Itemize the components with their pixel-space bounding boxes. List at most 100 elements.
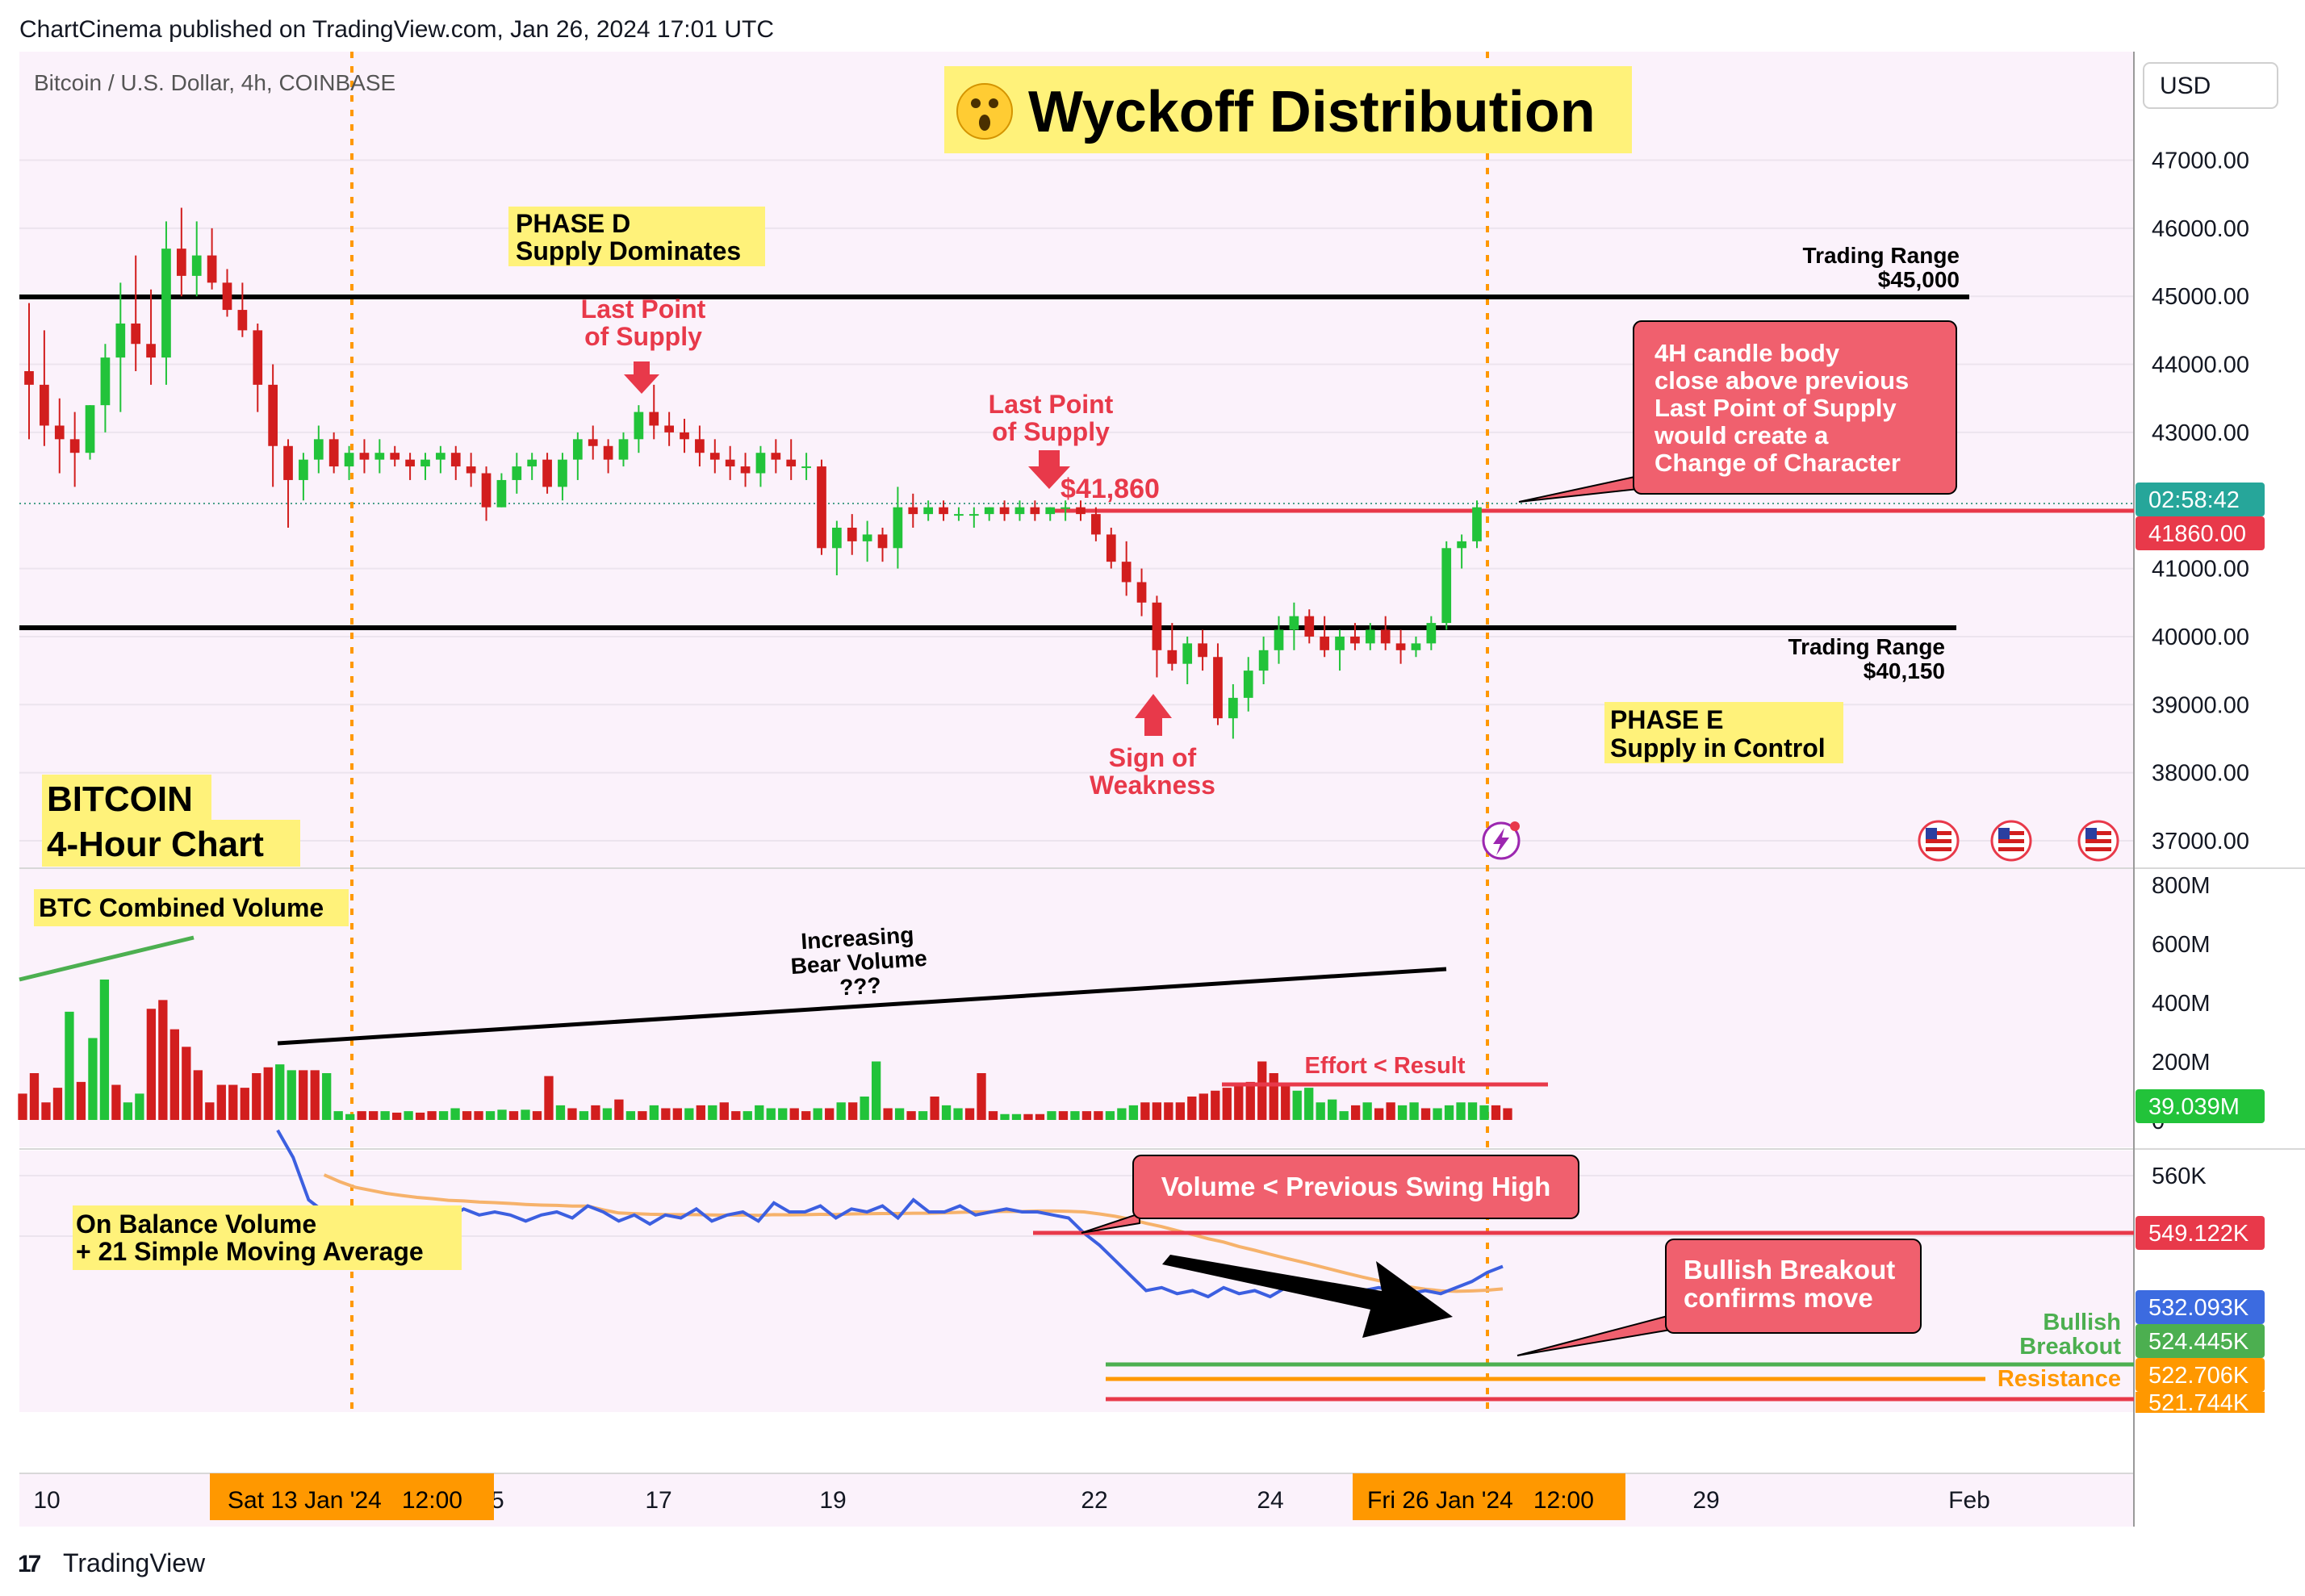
price-tick-label: 44000.00 [2152,353,2249,378]
volume-bar [123,1102,133,1120]
volume-bar [380,1111,390,1120]
candle-body [54,425,65,440]
volume-bar [848,1102,858,1120]
volume-bar [252,1073,261,1120]
candle-body [618,439,629,460]
volume-bar [1011,1113,1022,1120]
price-tick-label: 40000.00 [2152,625,2249,650]
candle-body [893,507,903,549]
candle-body [1380,629,1391,644]
volume-bar [836,1102,846,1120]
volume-bar [169,1029,179,1120]
candle-body [1152,602,1162,650]
phase-d-bg [508,207,765,266]
candle-body [237,310,248,331]
candle-body [161,249,171,358]
volume-bar [1140,1102,1150,1120]
volume-bar [778,1108,788,1120]
volume-bar [52,1088,63,1120]
volume-bar [99,980,110,1120]
candle-body [1335,636,1345,650]
candle-body [1350,636,1360,644]
range-bottom-line2: $40,150 [1864,658,1945,683]
volume-bar [1467,1102,1478,1120]
sow-line2: Weakness [1090,771,1215,800]
countdown-badge [2136,483,2265,516]
candle-body [1121,562,1132,583]
volume-bar [825,1108,835,1120]
volume-bar [544,1076,554,1120]
volume-bar [813,1108,822,1120]
price-tick-label: 41000.00 [2152,557,2249,583]
volume-bar [1058,1111,1069,1120]
volume-bar [1245,1081,1255,1120]
volume-bar [1211,1090,1220,1120]
candle-body [1030,507,1040,515]
phase-d-line2: Supply Dominates [516,236,741,265]
obv-label-bg [73,1205,462,1270]
candle-body [1457,541,1466,549]
volume-bar [1187,1097,1197,1120]
candle-body [558,459,567,487]
volume-bar [322,1073,332,1120]
volume-bar [638,1111,647,1120]
lps2-arrow-icon [1028,450,1070,489]
candle-body [191,255,202,276]
volume-bar [602,1108,613,1120]
volume-bar [1292,1090,1302,1120]
volume-bar [1105,1111,1115,1120]
volume-bar [894,1108,905,1120]
us-flag-event-icon-2[interactable] [1990,820,2032,862]
volume-callout-bg [1132,1155,1579,1219]
lps1-line1: Last Point [581,295,706,324]
currency-button[interactable] [2143,62,2278,109]
volume-bar [275,1064,285,1120]
breakout-callout-bg [1665,1239,1922,1334]
obv-blue-badge-text: 532.093K [2148,1295,2249,1321]
price-tick-label: 39000.00 [2152,692,2249,718]
volume-bar [1362,1102,1372,1120]
candle-body [1136,582,1147,603]
candle-body [344,453,354,467]
lightning-event-icon[interactable] [1482,821,1521,860]
volume-bar [696,1105,705,1120]
volume-tick-label: 800M [2152,873,2211,899]
volume-bar [368,1111,379,1120]
price-tick-label: 43000.00 [2152,420,2249,446]
choch-callout-bg [1633,320,1957,495]
phase-e-line2: Supply in Control [1610,733,1826,762]
volume-bar [1433,1108,1442,1120]
time-tick-label: 24 [1257,1487,1283,1514]
candle-body [1274,629,1284,650]
obv-red-badge [2136,1392,2265,1413]
us-flag-event-icon-3[interactable] [2077,820,2119,862]
obv-blue-badge [2136,1290,2265,1324]
candle-body [908,507,918,515]
volume-bar [1222,1088,1232,1120]
candle-body [1045,507,1056,515]
volume-bar [1397,1105,1408,1120]
lps2-line1: Last Point [989,390,1114,419]
effort-result-label: Effort < Result [1305,1053,1466,1079]
lps1-line2: of Supply [584,322,702,351]
candle-body [253,330,263,385]
volume-bar [1409,1102,1419,1120]
candle-body [709,453,720,460]
candle-body [1228,697,1238,719]
emoji-eye-right [989,98,998,108]
currency-button-label: USD [2160,73,2211,99]
volume-bar [567,1108,577,1120]
volume-tick-label: 600M [2152,932,2211,958]
volume-bar [532,1111,542,1120]
volume-bar [789,1108,799,1120]
candle-body [420,459,430,467]
candle-body [328,439,339,467]
candle-body [847,527,857,541]
volume-bar [1164,1102,1173,1120]
volume-bar [1070,1111,1080,1120]
candle-body [1472,507,1482,541]
us-flag-event-icon-1[interactable] [1918,820,1960,862]
volume-bar [1386,1102,1395,1120]
candle-body [450,453,461,467]
candle-body [1395,643,1406,650]
